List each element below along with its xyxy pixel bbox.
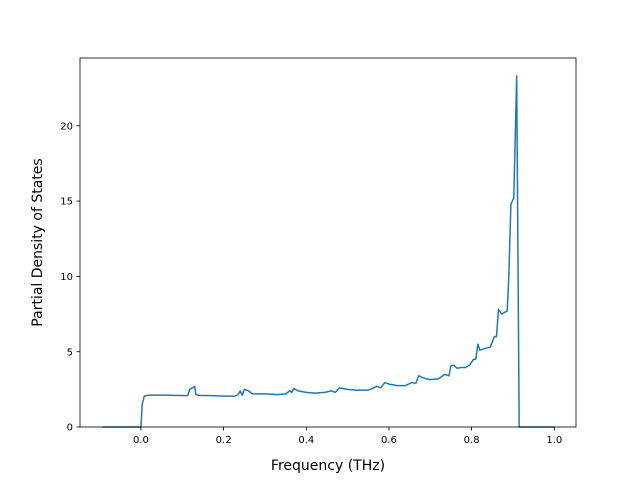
x-tick-label: 0.8 [464, 435, 480, 446]
y-tick-label: 20 [60, 121, 73, 132]
x-tick-label: 0.2 [216, 435, 232, 446]
x-axis-label: Frequency (THz) [271, 458, 385, 474]
x-axis-ticks: 0.0 0.2 0.4 0.6 0.8 1.0 [133, 427, 562, 446]
plot-area [102, 75, 555, 428]
y-tick-label: 10 [60, 272, 73, 283]
axes-frame [79, 57, 577, 428]
y-tick-label: 15 [60, 197, 73, 208]
x-tick-label: 0.4 [298, 435, 314, 446]
x-tick-label: 1.0 [546, 435, 562, 446]
y-tick-label: 5 [67, 347, 73, 358]
y-axis-label: Partial Density of States [30, 158, 46, 326]
x-tick-label: 0.0 [133, 435, 149, 446]
x-tick-label: 0.6 [381, 435, 397, 446]
pdos-series-line-0 [102, 75, 555, 428]
y-tick-label: 0 [67, 423, 73, 434]
y-axis-ticks: 0 5 10 15 20 [60, 121, 80, 434]
